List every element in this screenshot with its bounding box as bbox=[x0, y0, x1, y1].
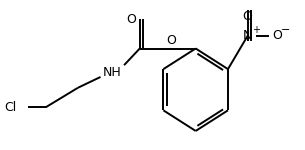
Text: N: N bbox=[243, 29, 252, 42]
Text: Cl: Cl bbox=[4, 101, 16, 114]
Text: O: O bbox=[272, 29, 282, 42]
Text: O: O bbox=[166, 34, 176, 46]
Text: O: O bbox=[126, 13, 136, 26]
Text: +: + bbox=[252, 25, 260, 35]
Text: NH: NH bbox=[103, 66, 122, 79]
Text: −: − bbox=[281, 25, 291, 35]
Text: O: O bbox=[243, 10, 253, 23]
